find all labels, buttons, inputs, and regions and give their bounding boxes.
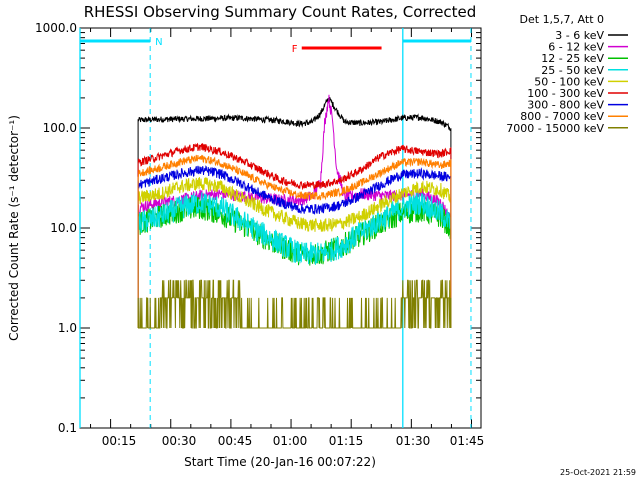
flag-label-n: N	[155, 37, 162, 48]
legend-label: 50 - 100 keV	[534, 75, 604, 88]
flag-label-f: F	[292, 44, 298, 55]
legend-label: 3 - 6 keV	[555, 29, 604, 42]
flag-bars: NF	[80, 37, 471, 55]
x-axis-label: Start Time (20-Jan-16 00:07:22)	[184, 455, 376, 469]
legend-label: 300 - 800 keV	[527, 99, 604, 112]
x-tick-label: 00:15	[102, 434, 137, 448]
legend-title: Det 1,5,7, Att 0	[520, 13, 604, 26]
x-tick-label: 01:00	[273, 434, 308, 448]
y-tick-labels: 1000.0 100.0 10.0 1.0 0.1	[35, 21, 77, 435]
series-line-5	[137, 142, 452, 328]
x-tick-label: 01:15	[329, 434, 364, 448]
y-tick-label: 1.0	[58, 321, 77, 335]
y-tick-label: 0.1	[58, 421, 77, 435]
axis-ticks	[80, 28, 481, 429]
series-lines	[137, 94, 452, 329]
legend-label: 6 - 12 keV	[548, 41, 604, 54]
x-tick-labels: 00:15 00:30 00:45 01:00 01:15 01:30 01:4…	[102, 434, 485, 448]
series-line-7	[137, 154, 452, 328]
series-line-6	[137, 165, 452, 328]
series-line-4	[137, 177, 452, 328]
x-tick-label: 01:30	[396, 434, 431, 448]
chart-title: RHESSI Observing Summary Count Rates, Co…	[84, 3, 477, 21]
x-tick-label: 00:30	[162, 434, 197, 448]
y-tick-label: 100.0	[43, 121, 77, 135]
y-axis-label: Corrected Count Rate (s⁻¹ detector⁻¹)	[7, 115, 21, 341]
series-line-8	[137, 279, 452, 329]
flag-boundary-lines	[79, 28, 472, 428]
x-tick-label: 01:45	[450, 434, 485, 448]
legend-label: 25 - 50 keV	[541, 64, 604, 77]
y-tick-label: 10.0	[50, 221, 77, 235]
series-line-3	[137, 192, 452, 328]
x-tick-label: 00:45	[218, 434, 253, 448]
y-tick-label: 1000.0	[35, 21, 77, 35]
generation-timestamp: 25-Oct-2021 21:59	[560, 468, 636, 477]
legend-label: 800 - 7000 keV	[520, 110, 604, 123]
series-line-0	[137, 96, 452, 328]
legend-label: 7000 - 15000 keV	[506, 122, 604, 135]
legend-label: 12 - 25 keV	[541, 52, 604, 65]
legend-label: 100 - 300 keV	[527, 87, 604, 100]
